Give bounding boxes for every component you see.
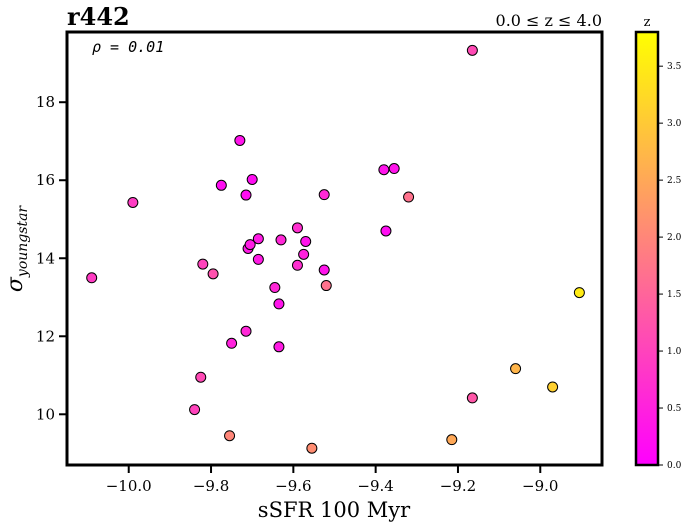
- x-axis-ticks: −10.0 −9.8 −9.6 −9.4 −9.2 −9.0: [106, 465, 558, 495]
- data-point: [306, 442, 318, 454]
- y-tick-label: 16: [36, 171, 55, 189]
- colorbar: [634, 30, 660, 467]
- colorbar-label: z: [644, 15, 651, 30]
- chart-title: r442: [67, 2, 130, 31]
- x-tick-label: −9.0: [522, 477, 558, 495]
- data-point: [378, 164, 390, 176]
- data-point: [269, 282, 281, 294]
- y-tick-label: 12: [36, 327, 55, 345]
- data-point: [240, 189, 252, 201]
- colorbar-ticks: 0.0 0.5 1.0 1.5 2.0 2.5 3.0 3.5: [658, 62, 682, 471]
- data-point: [573, 287, 585, 299]
- x-tick-label: −10.0: [106, 477, 152, 495]
- colorbar-tick-label: 1.0: [667, 347, 682, 357]
- colorbar-tick-label: 0.0: [667, 461, 682, 471]
- correlation-annotation: ρ = 0.01: [92, 38, 164, 56]
- data-point: [291, 259, 303, 271]
- points-layer: [86, 44, 585, 454]
- colorbar-tick-label: 1.5: [667, 290, 682, 300]
- colorbar-tick-label: 3.0: [667, 119, 682, 129]
- data-point: [207, 268, 219, 280]
- data-point: [189, 404, 201, 416]
- data-point: [244, 239, 256, 251]
- y-axis-label-main: σ: [3, 276, 28, 292]
- chart-subtitle: 0.0 ≤ z ≤ 4.0: [496, 11, 602, 30]
- data-point: [318, 189, 330, 201]
- data-point: [291, 222, 303, 234]
- data-point: [510, 363, 522, 375]
- data-point: [234, 134, 246, 146]
- colorbar-tick-label: 3.5: [667, 62, 682, 72]
- data-point: [273, 298, 285, 310]
- y-tick-label: 14: [36, 249, 55, 267]
- data-point: [197, 258, 209, 270]
- data-point: [252, 253, 264, 265]
- data-point: [215, 179, 227, 191]
- x-tick-label: −9.6: [275, 477, 311, 495]
- colorbar-tick-label: 2.5: [667, 176, 682, 186]
- x-tick-label: −9.4: [357, 477, 393, 495]
- plot-area: [65, 30, 604, 467]
- data-point: [224, 430, 236, 442]
- y-tick-label: 10: [36, 405, 55, 423]
- data-point: [547, 381, 559, 393]
- data-point: [388, 163, 400, 175]
- data-point: [240, 325, 252, 337]
- data-point: [252, 233, 264, 245]
- data-point: [275, 234, 287, 246]
- x-axis-label: sSFR 100 Myr: [258, 498, 411, 522]
- x-tick-label: −9.2: [440, 477, 476, 495]
- colorbar-tick-label: 0.5: [667, 404, 682, 414]
- data-point: [380, 225, 392, 237]
- data-point: [298, 248, 310, 260]
- data-point: [195, 371, 207, 383]
- y-axis-label: σyoungstar: [3, 205, 31, 293]
- colorbar-tick-label: 2.0: [667, 233, 682, 243]
- data-point: [127, 196, 139, 208]
- y-tick-label: 18: [36, 93, 55, 111]
- data-point: [403, 191, 415, 203]
- data-point: [246, 173, 258, 185]
- data-point: [466, 392, 478, 404]
- data-point: [226, 337, 238, 349]
- data-point: [446, 434, 458, 446]
- data-point: [466, 44, 478, 56]
- y-axis-ticks: 10 12 14 16 18: [36, 93, 67, 423]
- y-axis-label-sub: youngstar: [15, 205, 31, 278]
- x-tick-label: −9.8: [193, 477, 229, 495]
- data-point: [318, 264, 330, 276]
- data-point: [273, 341, 285, 353]
- data-point: [86, 272, 98, 284]
- data-point: [300, 235, 312, 247]
- data-point: [320, 280, 332, 292]
